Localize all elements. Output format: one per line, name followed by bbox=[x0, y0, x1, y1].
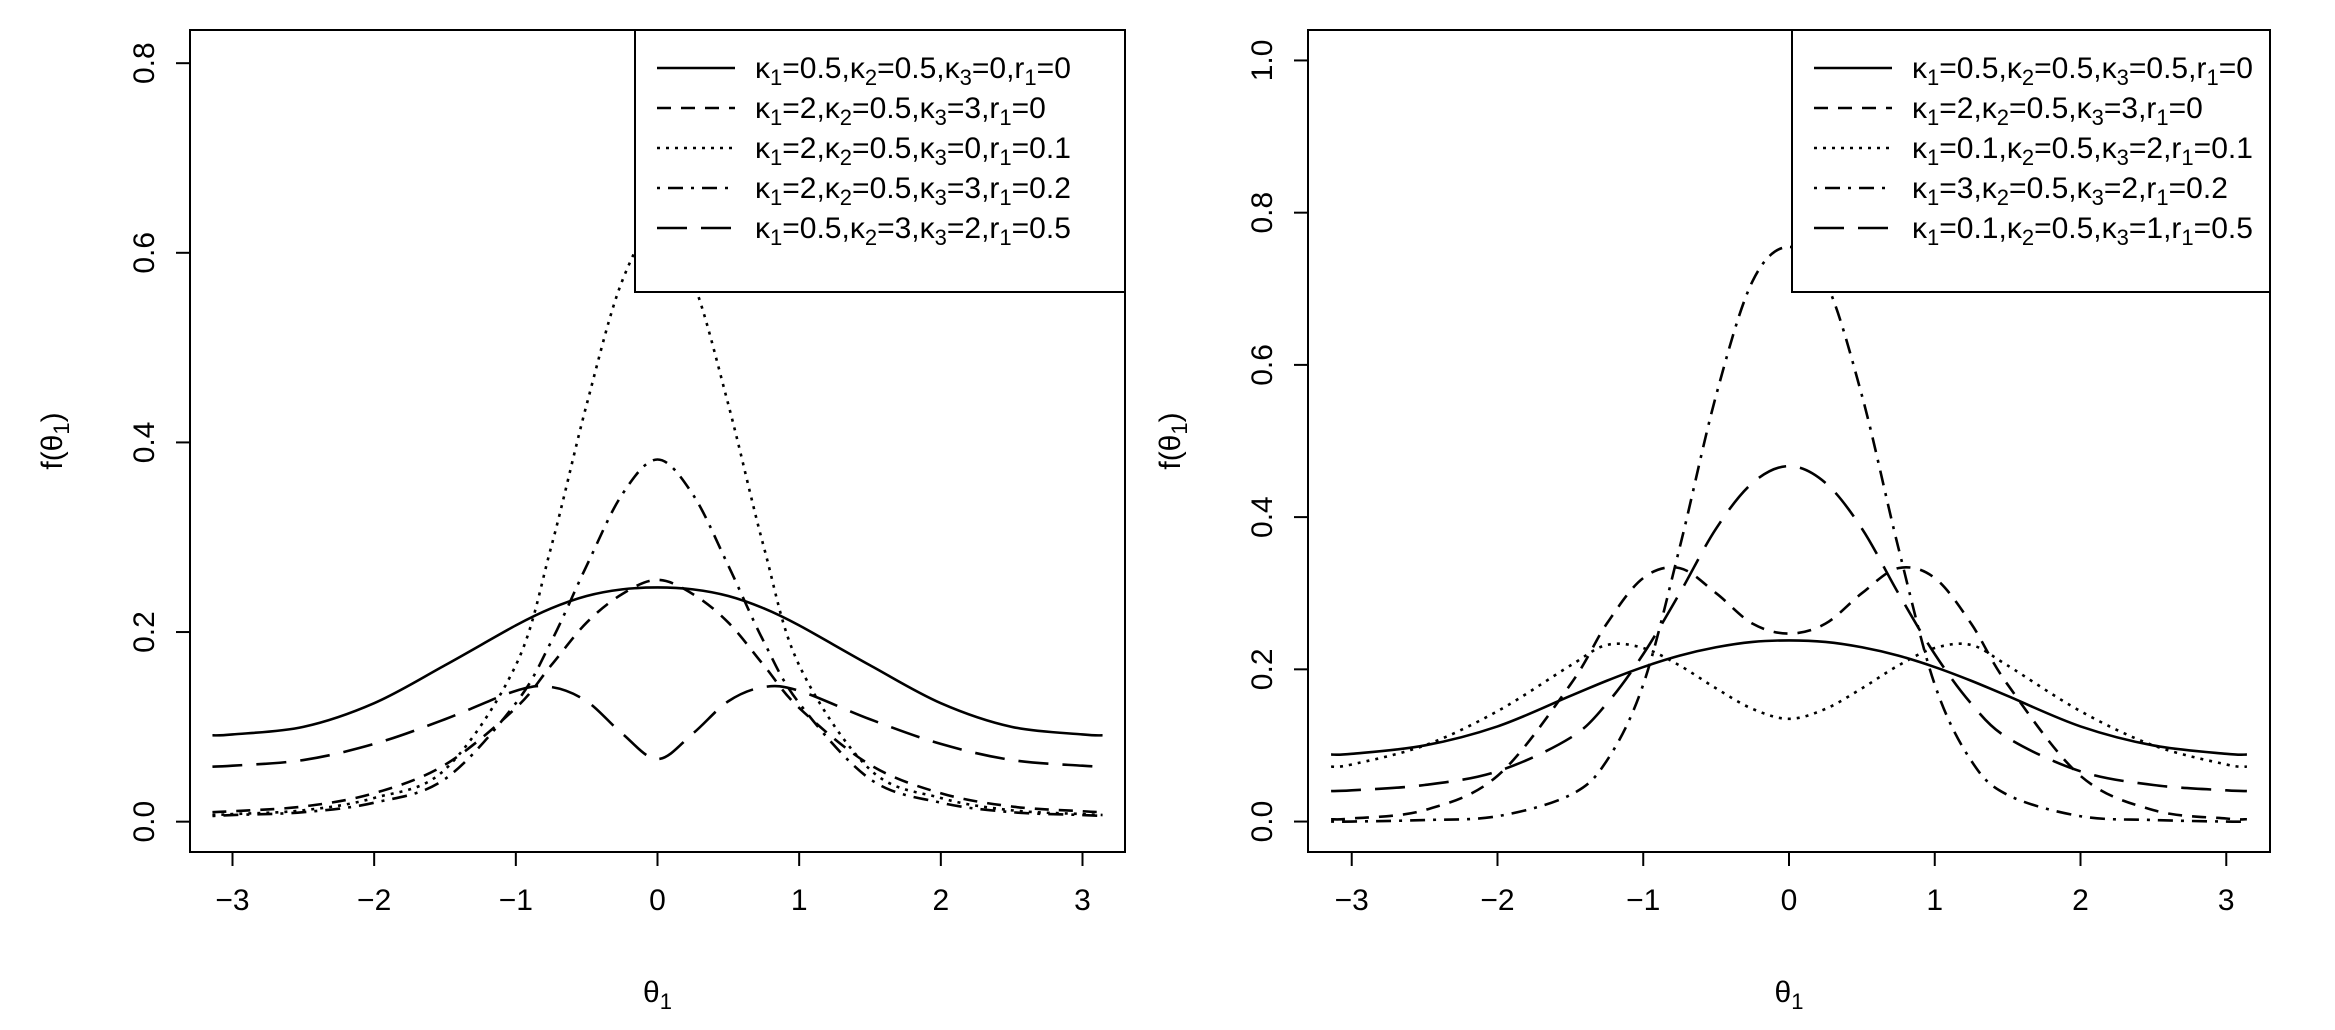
left-y-tick-label: 0.4 bbox=[128, 422, 161, 464]
left-legend-label-2: κ1​=2,κ2​=0.5,κ3​=3,r1​=0 bbox=[755, 92, 1046, 130]
right-x-tick-label: 0 bbox=[1781, 884, 1798, 917]
left-x-tick-label: 2 bbox=[932, 884, 949, 917]
left-legend-label-5: κ1​=0.5,κ2​=3,κ3​=2,r1​=0.5 bbox=[755, 212, 1071, 250]
left-series-line-4 bbox=[212, 458, 1103, 818]
right-series-line-2 bbox=[1331, 565, 2247, 821]
left-series-line-1 bbox=[212, 586, 1103, 737]
right-legend-label-3: κ1​=0.1,κ2​=0.5,κ3​=2,r1​=0.1 bbox=[1912, 132, 2253, 170]
right-y-tick-label: 0.4 bbox=[1246, 496, 1279, 538]
right-x-tick-label: −1 bbox=[1626, 884, 1660, 917]
right-series-group bbox=[1330, 245, 2248, 823]
right-chart-panel: −3 −2 −1 0 1 2 3 0.0 0.2 0.4 0.6 0.8 1.0 θ1​ f(θ1​) κ1​… bbox=[1154, 29, 2271, 1014]
left-x-tick-label: −2 bbox=[357, 884, 391, 917]
left-legend: κ1​=0.5,κ2​=0.5,κ3​=0,r1​=0κ1​=2,κ2​=0.5… bbox=[634, 29, 1126, 293]
right-x-axis-title: θ1​ bbox=[1775, 976, 1804, 1014]
right-series-line-4 bbox=[1331, 245, 2247, 823]
left-x-tick-label: 1 bbox=[791, 884, 808, 917]
right-series-line-1 bbox=[1331, 639, 2247, 757]
right-x-tick-label: 1 bbox=[1926, 884, 1943, 917]
left-legend-box bbox=[634, 29, 1126, 293]
right-legend-label-4: κ1​=3,κ2​=0.5,κ3​=2,r1​=0.2 bbox=[1912, 172, 2228, 210]
left-x-tick-label: −1 bbox=[499, 884, 533, 917]
left-x-tick-label: 3 bbox=[1074, 884, 1091, 917]
left-y-tick-label: 0.2 bbox=[128, 611, 161, 653]
right-series-line-5 bbox=[1331, 464, 2247, 793]
right-x-tick-label: −3 bbox=[1335, 884, 1369, 917]
right-legend: κ1​=0.5,κ2​=0.5,κ3​=0.5,r1​=0κ1​=2,κ2​=0… bbox=[1791, 29, 2271, 293]
left-series-line-5 bbox=[212, 684, 1103, 768]
right-y-tick-label: 0.8 bbox=[1246, 192, 1279, 234]
left-y-tick-label: 0.0 bbox=[128, 801, 161, 843]
left-x-axis-title: θ1​ bbox=[643, 976, 672, 1014]
left-y-tick-label: 0.8 bbox=[128, 42, 161, 84]
left-x-tick-label: −3 bbox=[215, 884, 249, 917]
left-chart-panel: −3 −2 −1 0 1 2 3 0.0 0.2 0.4 0.6 0.8 θ1​ f(θ1​) κ1​=0.… bbox=[36, 29, 1126, 1014]
right-y-tick-label: 0.2 bbox=[1246, 648, 1279, 690]
left-legend-label-3: κ1​=2,κ2​=0.5,κ3​=0,r1​=0.1 bbox=[755, 132, 1071, 170]
left-x-tick-label: 0 bbox=[649, 884, 666, 917]
right-x-tick-label: −2 bbox=[1480, 884, 1514, 917]
right-legend-label-5: κ1​=0.1,κ2​=0.5,κ3​=1,r1​=0.5 bbox=[1912, 212, 2253, 250]
right-legend-label-1: κ1​=0.5,κ2​=0.5,κ3​=0.5,r1​=0 bbox=[1912, 52, 2253, 90]
left-legend-label-4: κ1​=2,κ2​=0.5,κ3​=3,r1​=0.2 bbox=[755, 172, 1071, 210]
right-y-axis-title: f(θ1​) bbox=[1154, 412, 1192, 469]
right-legend-box bbox=[1791, 29, 2271, 293]
right-x-tick-label: 2 bbox=[2072, 884, 2089, 917]
right-y-tick-label: 0.0 bbox=[1246, 801, 1279, 843]
left-series-line-2 bbox=[212, 578, 1103, 814]
right-y-tick-label: 1.0 bbox=[1246, 40, 1279, 82]
left-series-group bbox=[212, 224, 1103, 818]
right-x-tick-label: 3 bbox=[2218, 884, 2235, 917]
right-legend-label-2: κ1​=2,κ2​=0.5,κ3​=3,r1​=0 bbox=[1912, 92, 2203, 130]
right-series-line-3 bbox=[1330, 642, 2248, 769]
left-legend-label-1: κ1​=0.5,κ2​=0.5,κ3​=0,r1​=0 bbox=[755, 52, 1071, 90]
right-y-tick-label: 0.6 bbox=[1246, 344, 1279, 386]
left-y-axis-title: f(θ1​) bbox=[36, 412, 74, 469]
left-y-tick-label: 0.6 bbox=[128, 232, 161, 274]
